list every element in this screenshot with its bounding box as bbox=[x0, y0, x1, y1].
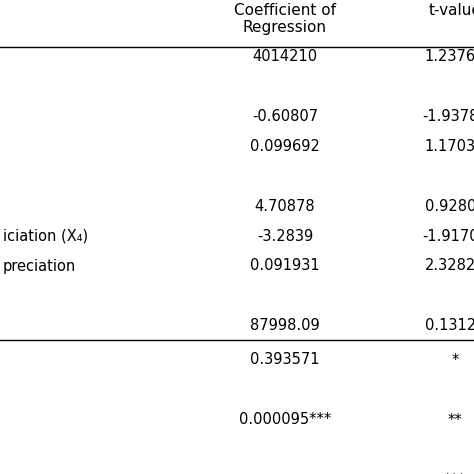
Text: -3.2839: -3.2839 bbox=[257, 228, 313, 244]
Text: 0.13122: 0.13122 bbox=[425, 319, 474, 334]
Text: 4.70878: 4.70878 bbox=[255, 199, 315, 213]
Text: t-value: t-value bbox=[428, 3, 474, 18]
Text: Coefficient of
Regression: Coefficient of Regression bbox=[234, 3, 336, 36]
Text: 0.091931: 0.091931 bbox=[250, 258, 320, 273]
Text: 0.92809: 0.92809 bbox=[425, 199, 474, 213]
Text: -1.93785: -1.93785 bbox=[422, 109, 474, 124]
Text: 0.000095***: 0.000095*** bbox=[239, 412, 331, 428]
Text: **: ** bbox=[447, 412, 462, 428]
Text: 4014210: 4014210 bbox=[253, 48, 318, 64]
Text: *: * bbox=[451, 353, 459, 367]
Text: -1.91703: -1.91703 bbox=[422, 228, 474, 244]
Text: 0.393571: 0.393571 bbox=[250, 353, 320, 367]
Text: 1.17038: 1.17038 bbox=[425, 138, 474, 154]
Text: iciation (X₄): iciation (X₄) bbox=[3, 228, 88, 244]
Text: 0.099692: 0.099692 bbox=[250, 138, 320, 154]
Text: 1.23768: 1.23768 bbox=[425, 48, 474, 64]
Text: ***: *** bbox=[444, 473, 466, 474]
Text: -0.60807: -0.60807 bbox=[252, 109, 318, 124]
Text: 2.32828: 2.32828 bbox=[425, 258, 474, 273]
Text: 87998.09: 87998.09 bbox=[250, 319, 320, 334]
Text: preciation: preciation bbox=[3, 258, 76, 273]
